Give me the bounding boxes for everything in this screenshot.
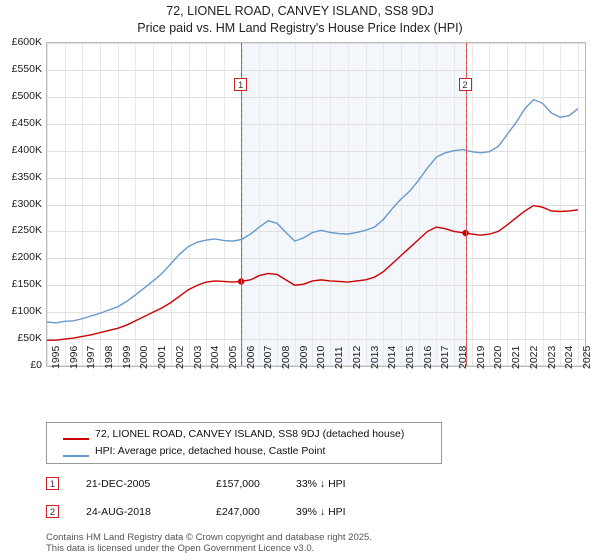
x-tick-label: 2016 <box>421 345 434 369</box>
x-tick-label: 1997 <box>85 345 98 369</box>
x-tick-label: 2020 <box>492 345 505 369</box>
y-gridline <box>47 258 585 260</box>
y-tick-label: £200K <box>11 251 42 264</box>
x-tick-label: 2006 <box>244 345 257 369</box>
y-tick-label: £500K <box>11 89 42 102</box>
page-title: 72, LIONEL ROAD, CANVEY ISLAND, SS8 9DJ <box>166 4 434 18</box>
x-tick-label: 2000 <box>138 345 151 369</box>
marker-line-2 <box>465 43 467 366</box>
marker-badge-2: 2 <box>458 78 472 91</box>
x-tick-label: 2022 <box>527 345 540 369</box>
x-tick-label: 2015 <box>403 345 416 369</box>
x-tick-label: 1999 <box>120 345 133 369</box>
y-gridline <box>47 69 585 71</box>
y-tick-label: £300K <box>11 197 42 210</box>
x-tick-label: 2010 <box>315 345 328 369</box>
plot-area <box>46 42 586 367</box>
x-tick-label: 2001 <box>156 345 169 369</box>
sale-date-1: 21-DEC-2005 <box>86 478 151 490</box>
x-tick-label: 2003 <box>191 345 204 369</box>
y-tick-label: £550K <box>11 62 42 75</box>
marker-badge-1: 1 <box>234 78 248 91</box>
x-tick-label: 2008 <box>280 345 293 369</box>
sale-date-2: 24-AUG-2018 <box>86 506 151 518</box>
x-tick-label: 2023 <box>545 345 558 369</box>
y-tick-label: £400K <box>11 143 42 156</box>
marker-line-1 <box>241 43 243 366</box>
y-tick-label: £450K <box>11 116 42 129</box>
x-tick-label: 2012 <box>350 345 363 369</box>
x-tick-label: 2018 <box>457 345 470 369</box>
y-gridline <box>47 339 585 341</box>
y-gridline <box>47 177 585 179</box>
y-gridline <box>47 123 585 125</box>
x-tick-label: 2007 <box>262 345 275 369</box>
sale-delta-2: 39% ↓ HPI <box>296 506 346 518</box>
x-tick-label: 2017 <box>439 345 452 369</box>
legend-label-1: HPI: Average price, detached house, Cast… <box>95 445 326 457</box>
legend-swatch-1 <box>63 455 89 457</box>
y-gridline <box>47 204 585 206</box>
y-gridline <box>47 365 585 366</box>
sale-delta-1: 33% ↓ HPI <box>296 478 346 490</box>
y-gridline <box>47 43 585 44</box>
x-tick-label: 1995 <box>50 345 62 369</box>
y-tick-label: £100K <box>11 305 42 318</box>
sale-price-1: £157,000 <box>216 478 260 490</box>
y-tick-label: £250K <box>11 224 42 237</box>
x-tick-label: 2005 <box>226 345 239 369</box>
x-tick-label: 1996 <box>67 345 80 369</box>
sale-price-2: £247,000 <box>216 506 260 518</box>
page-subtitle: Price paid vs. HM Land Registry's House … <box>137 21 463 35</box>
series-line-0 <box>47 204 579 341</box>
footer-line-2: This data is licensed under the Open Gov… <box>46 543 315 554</box>
x-tick-label: 2004 <box>209 345 222 369</box>
x-tick-label: 2025 <box>580 345 593 369</box>
y-gridline <box>47 96 585 98</box>
y-tick-label: £0 <box>30 359 42 371</box>
x-tick-label: 1998 <box>103 345 116 369</box>
y-gridline <box>47 285 585 287</box>
y-gridline <box>47 312 585 314</box>
y-tick-label: £350K <box>11 170 42 183</box>
x-tick-label: 2019 <box>474 345 487 369</box>
x-tick-label: 2024 <box>563 345 576 369</box>
x-tick-label: 2013 <box>368 345 381 369</box>
sale-marker-1: 1 <box>46 477 59 490</box>
x-tick-label: 2011 <box>333 346 346 369</box>
legend-label-0: 72, LIONEL ROAD, CANVEY ISLAND, SS8 9DJ … <box>95 428 405 440</box>
y-gridline <box>47 150 585 152</box>
legend-swatch-0 <box>63 438 89 440</box>
sale-marker-2: 2 <box>46 505 59 518</box>
series-canvas <box>47 98 579 341</box>
x-tick-label: 2014 <box>386 345 399 369</box>
x-tick-label: 2021 <box>510 345 523 369</box>
footer-line-1: Contains HM Land Registry data © Crown c… <box>46 532 372 543</box>
x-tick-label: 2009 <box>297 345 310 369</box>
series-line-1 <box>47 98 579 324</box>
y-tick-label: £50K <box>17 332 42 345</box>
y-tick-label: £600K <box>11 36 42 48</box>
x-tick-label: 2002 <box>173 345 186 369</box>
legend: 72, LIONEL ROAD, CANVEY ISLAND, SS8 9DJ … <box>46 422 442 464</box>
y-tick-label: £150K <box>11 278 42 291</box>
